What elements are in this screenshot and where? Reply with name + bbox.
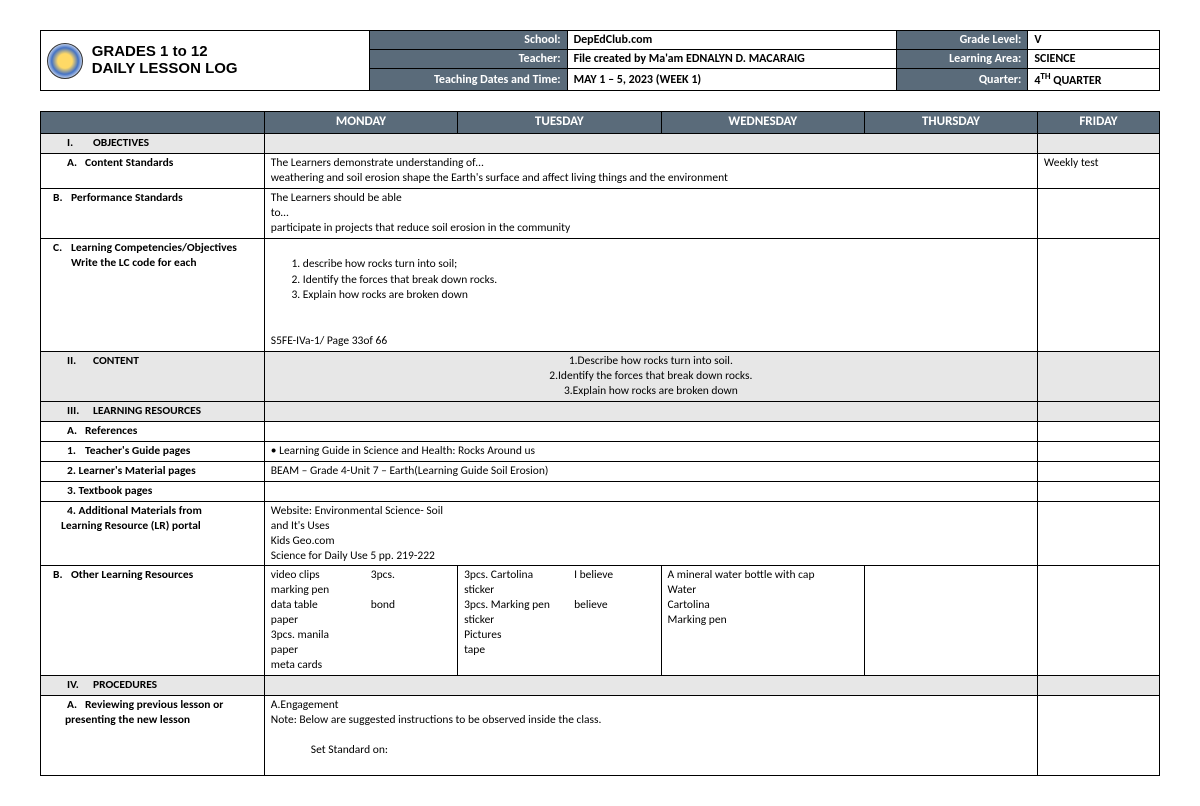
value-teacher: File created by Ma'am EDNALYN D. MACARAI… [567, 50, 896, 69]
row-content: II.CONTENT 1.Describe how rocks turn int… [41, 352, 1160, 402]
row-teachers-guide: 1.Teacher's Guide pages • Learning Guide… [41, 441, 1160, 461]
row-textbook: 3. Textbook pages [41, 481, 1160, 501]
additional-materials-label: 4. Additional Materials fromLearning Res… [47, 504, 202, 533]
row-procedures: IV.PROCEDURES [41, 676, 1160, 696]
label-dates: Teaching Dates and Time: [370, 69, 567, 91]
day-header-row: MONDAY TUESDAY WEDNESDAY THURSDAY FRIDAY [41, 112, 1160, 134]
row-learning-resources: III.LEARNING RESOURCES [41, 402, 1160, 422]
row-performance-standards: B.Performance Standards The Learners sho… [41, 188, 1160, 238]
value-dates: MAY 1 – 5, 2023 (WEEK 1) [567, 69, 896, 91]
row-additional-materials: 4. Additional Materials fromLearning Res… [41, 501, 1160, 566]
value-grade-level: V [1028, 31, 1160, 50]
row-learners-material: 2. Learner's Material pages BEAM – Grade… [41, 461, 1160, 481]
reviewing-text: A.Engagement Note: Below are suggested i… [264, 695, 1037, 775]
blank-header [41, 112, 265, 134]
content-standards-label: A.Content Standards [47, 156, 173, 170]
header-title-cell: GRADES 1 to 12 DAILY LESSON LOG [41, 31, 370, 91]
performance-standards-text: The Learners should be ableto…participat… [264, 188, 1037, 238]
label-quarter: Quarter: [896, 69, 1028, 91]
label-grade-level: Grade Level: [896, 31, 1028, 50]
header-monday: MONDAY [264, 112, 457, 134]
learning-resources-label: III.LEARNING RESOURCES [47, 404, 201, 418]
content-standards-friday: Weekly test [1037, 153, 1159, 188]
content-standards-text: The Learners demonstrate understanding o… [264, 153, 1037, 188]
header-tuesday: TUESDAY [458, 112, 661, 134]
procedures-label: IV.PROCEDURES [47, 678, 157, 692]
textbook-label: 3. Textbook pages [47, 484, 152, 498]
row-reviewing: A.Reviewing previous lesson orpresenting… [41, 695, 1160, 775]
label-school: School: [370, 31, 567, 50]
reviewing-label: A.Reviewing previous lesson orpresenting… [47, 698, 223, 727]
deped-seal-icon [47, 43, 83, 79]
learners-material-label: 2. Learner's Material pages [47, 464, 196, 478]
value-quarter: 4TH QUARTER [1028, 69, 1160, 91]
other-resources-monday: video clips marking pen data table paper… [264, 566, 457, 676]
header-wednesday: WEDNESDAY [661, 112, 864, 134]
other-resources-tuesday: 3pcs. Cartolina sticker 3pcs. Marking pe… [458, 566, 661, 676]
label-teacher: Teacher: [370, 50, 567, 69]
header-table: GRADES 1 to 12 DAILY LESSON LOG School: … [40, 30, 1160, 91]
value-learning-area: SCIENCE [1028, 50, 1160, 69]
learning-competencies-content: describe how rocks turn into soil; Ident… [264, 238, 1037, 352]
label-learning-area: Learning Area: [896, 50, 1028, 69]
value-school: DepEdClub.com [567, 31, 896, 50]
header-friday: FRIDAY [1037, 112, 1159, 134]
learning-competencies-label: C.Learning Competencies/Objectives Write… [41, 238, 265, 352]
row-learning-competencies: C.Learning Competencies/Objectives Write… [41, 238, 1160, 352]
row-references: A.References [41, 421, 1160, 441]
teachers-guide-label: 1.Teacher's Guide pages [47, 444, 190, 458]
main-table: MONDAY TUESDAY WEDNESDAY THURSDAY FRIDAY… [40, 111, 1160, 776]
performance-standards-label: B.Performance Standards [41, 188, 265, 238]
teachers-guide-text: • Learning Guide in Science and Health: … [264, 441, 1037, 461]
header-title-line2: DAILY LESSON LOG [92, 60, 238, 77]
other-resources-wednesday: A mineral water bottle with cap Water Ca… [661, 566, 864, 676]
other-resources-label: B.Other Learning Resources [41, 566, 265, 676]
row-content-standards: A.Content Standards The Learners demonst… [41, 153, 1160, 188]
row-other-resources: B.Other Learning Resources video clips m… [41, 566, 1160, 676]
additional-materials-text: Website: Environmental Science- Soil and… [264, 501, 1037, 566]
header-thursday: THURSDAY [864, 112, 1037, 134]
content-label: II.CONTENT [47, 354, 139, 368]
content-text: 1.Describe how rocks turn into soil. 2.I… [264, 352, 1037, 402]
header-title: GRADES 1 to 12 DAILY LESSON LOG [92, 44, 238, 77]
objectives-label: I.OBJECTIVES [47, 136, 149, 150]
references-label: A.References [47, 424, 137, 438]
header-title-line1: GRADES 1 to 12 [92, 43, 208, 60]
learners-material-text: BEAM – Grade 4-Unit 7 – Earth(Learning G… [264, 461, 1037, 481]
row-objectives: I.OBJECTIVES [41, 134, 1160, 154]
